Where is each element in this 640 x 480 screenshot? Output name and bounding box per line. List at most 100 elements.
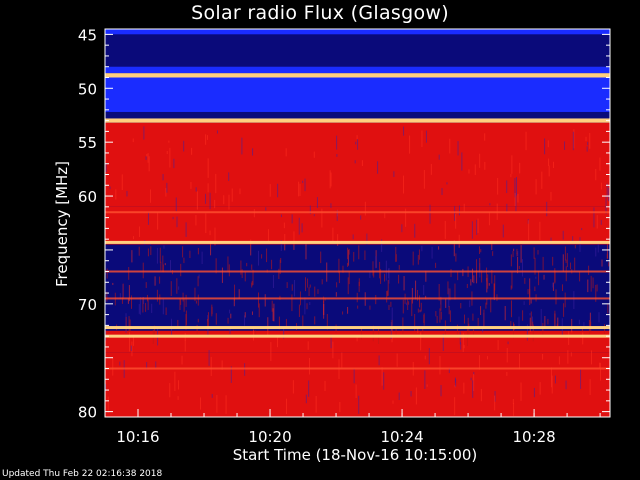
texture-streak xyxy=(201,251,203,265)
texture-streak xyxy=(147,299,149,311)
texture-streak xyxy=(440,311,442,320)
texture-streak xyxy=(579,237,581,252)
texture-streak xyxy=(387,279,389,296)
texture-streak xyxy=(447,281,449,295)
texture-streak xyxy=(580,369,582,389)
texture-streak xyxy=(227,256,229,272)
texture-streak xyxy=(480,306,482,315)
texture-streak xyxy=(185,222,187,237)
texture-streak xyxy=(595,168,597,181)
texture-streak xyxy=(330,172,332,187)
texture-streak xyxy=(585,136,587,142)
texture-streak xyxy=(417,308,419,313)
texture-streak xyxy=(178,286,180,290)
texture-streak xyxy=(126,190,128,197)
texture-streak xyxy=(302,180,304,183)
texture-streak xyxy=(207,312,209,327)
texture-streak xyxy=(455,214,457,229)
texture-streak xyxy=(283,327,285,339)
texture-streak xyxy=(211,306,213,315)
texture-streak xyxy=(467,317,469,330)
texture-streak xyxy=(486,356,488,360)
texture-streak xyxy=(446,182,448,185)
texture-streak xyxy=(227,317,229,324)
texture-streak xyxy=(121,297,123,304)
texture-streak xyxy=(538,270,540,286)
texture-streak xyxy=(291,284,293,291)
texture-streak xyxy=(504,306,506,321)
texture-streak xyxy=(411,299,413,317)
texture-streak xyxy=(550,191,552,201)
texture-streak xyxy=(535,179,537,195)
texture-streak xyxy=(414,313,416,331)
texture-streak xyxy=(395,246,397,262)
texture-streak xyxy=(398,274,400,284)
texture-streak xyxy=(243,315,245,326)
texture-streak xyxy=(558,356,560,365)
texture-streak xyxy=(195,214,197,226)
texture-streak xyxy=(366,233,368,245)
texture-streak xyxy=(555,289,557,305)
texture-streak xyxy=(455,253,457,262)
texture-streak xyxy=(184,339,186,352)
texture-streak xyxy=(606,253,608,259)
texture-streak xyxy=(393,171,395,178)
texture-streak xyxy=(417,254,419,265)
texture-streak xyxy=(541,171,543,189)
texture-streak xyxy=(105,384,107,392)
texture-streak xyxy=(380,269,382,284)
texture-streak xyxy=(169,383,171,398)
texture-streak xyxy=(551,375,553,394)
texture-streak xyxy=(464,314,466,324)
texture-streak xyxy=(128,285,130,302)
texture-streak xyxy=(463,345,465,349)
texture-streak xyxy=(466,283,468,289)
texture-streak xyxy=(336,154,338,157)
texture-streak xyxy=(234,284,236,301)
texture-streak xyxy=(223,195,225,205)
texture-streak xyxy=(520,382,522,401)
texture-streak xyxy=(533,387,535,398)
texture-streak xyxy=(119,361,121,366)
texture-streak xyxy=(162,264,164,273)
texture-streak xyxy=(348,248,350,255)
texture-streak xyxy=(241,137,243,155)
texture-streak xyxy=(425,270,427,282)
texture-streak xyxy=(419,309,421,313)
texture-streak xyxy=(169,147,171,168)
texture-streak xyxy=(130,345,132,352)
texture-streak xyxy=(207,315,209,322)
texture-streak xyxy=(170,281,172,297)
x-tick-label: 10:20 xyxy=(248,428,291,446)
texture-streak xyxy=(486,298,488,305)
texture-streak xyxy=(515,193,517,212)
texture-streak xyxy=(307,341,309,350)
texture-streak xyxy=(375,256,377,269)
texture-streak xyxy=(596,284,598,292)
texture-streak xyxy=(581,228,583,231)
texture-streak xyxy=(440,297,442,311)
texture-streak xyxy=(497,340,499,350)
texture-streak xyxy=(572,131,574,151)
texture-streak xyxy=(209,192,211,210)
texture-streak xyxy=(105,162,107,173)
texture-streak xyxy=(439,355,441,375)
texture-streak xyxy=(230,366,232,383)
texture-streak xyxy=(471,221,473,239)
texture-streak xyxy=(166,182,168,193)
texture-streak xyxy=(556,323,558,327)
texture-streak xyxy=(546,201,548,217)
texture-streak xyxy=(146,153,148,157)
texture-streak xyxy=(209,230,211,236)
texture-streak xyxy=(195,187,197,192)
texture-streak xyxy=(448,305,450,315)
texture-streak xyxy=(121,174,123,190)
texture-streak xyxy=(468,323,470,337)
texture-streak xyxy=(597,241,599,253)
texture-streak xyxy=(491,269,493,284)
texture-streak xyxy=(216,394,218,413)
texture-streak xyxy=(592,277,594,289)
frequency-band xyxy=(105,244,610,331)
texture-streak xyxy=(386,290,388,303)
texture-streak xyxy=(488,283,490,286)
